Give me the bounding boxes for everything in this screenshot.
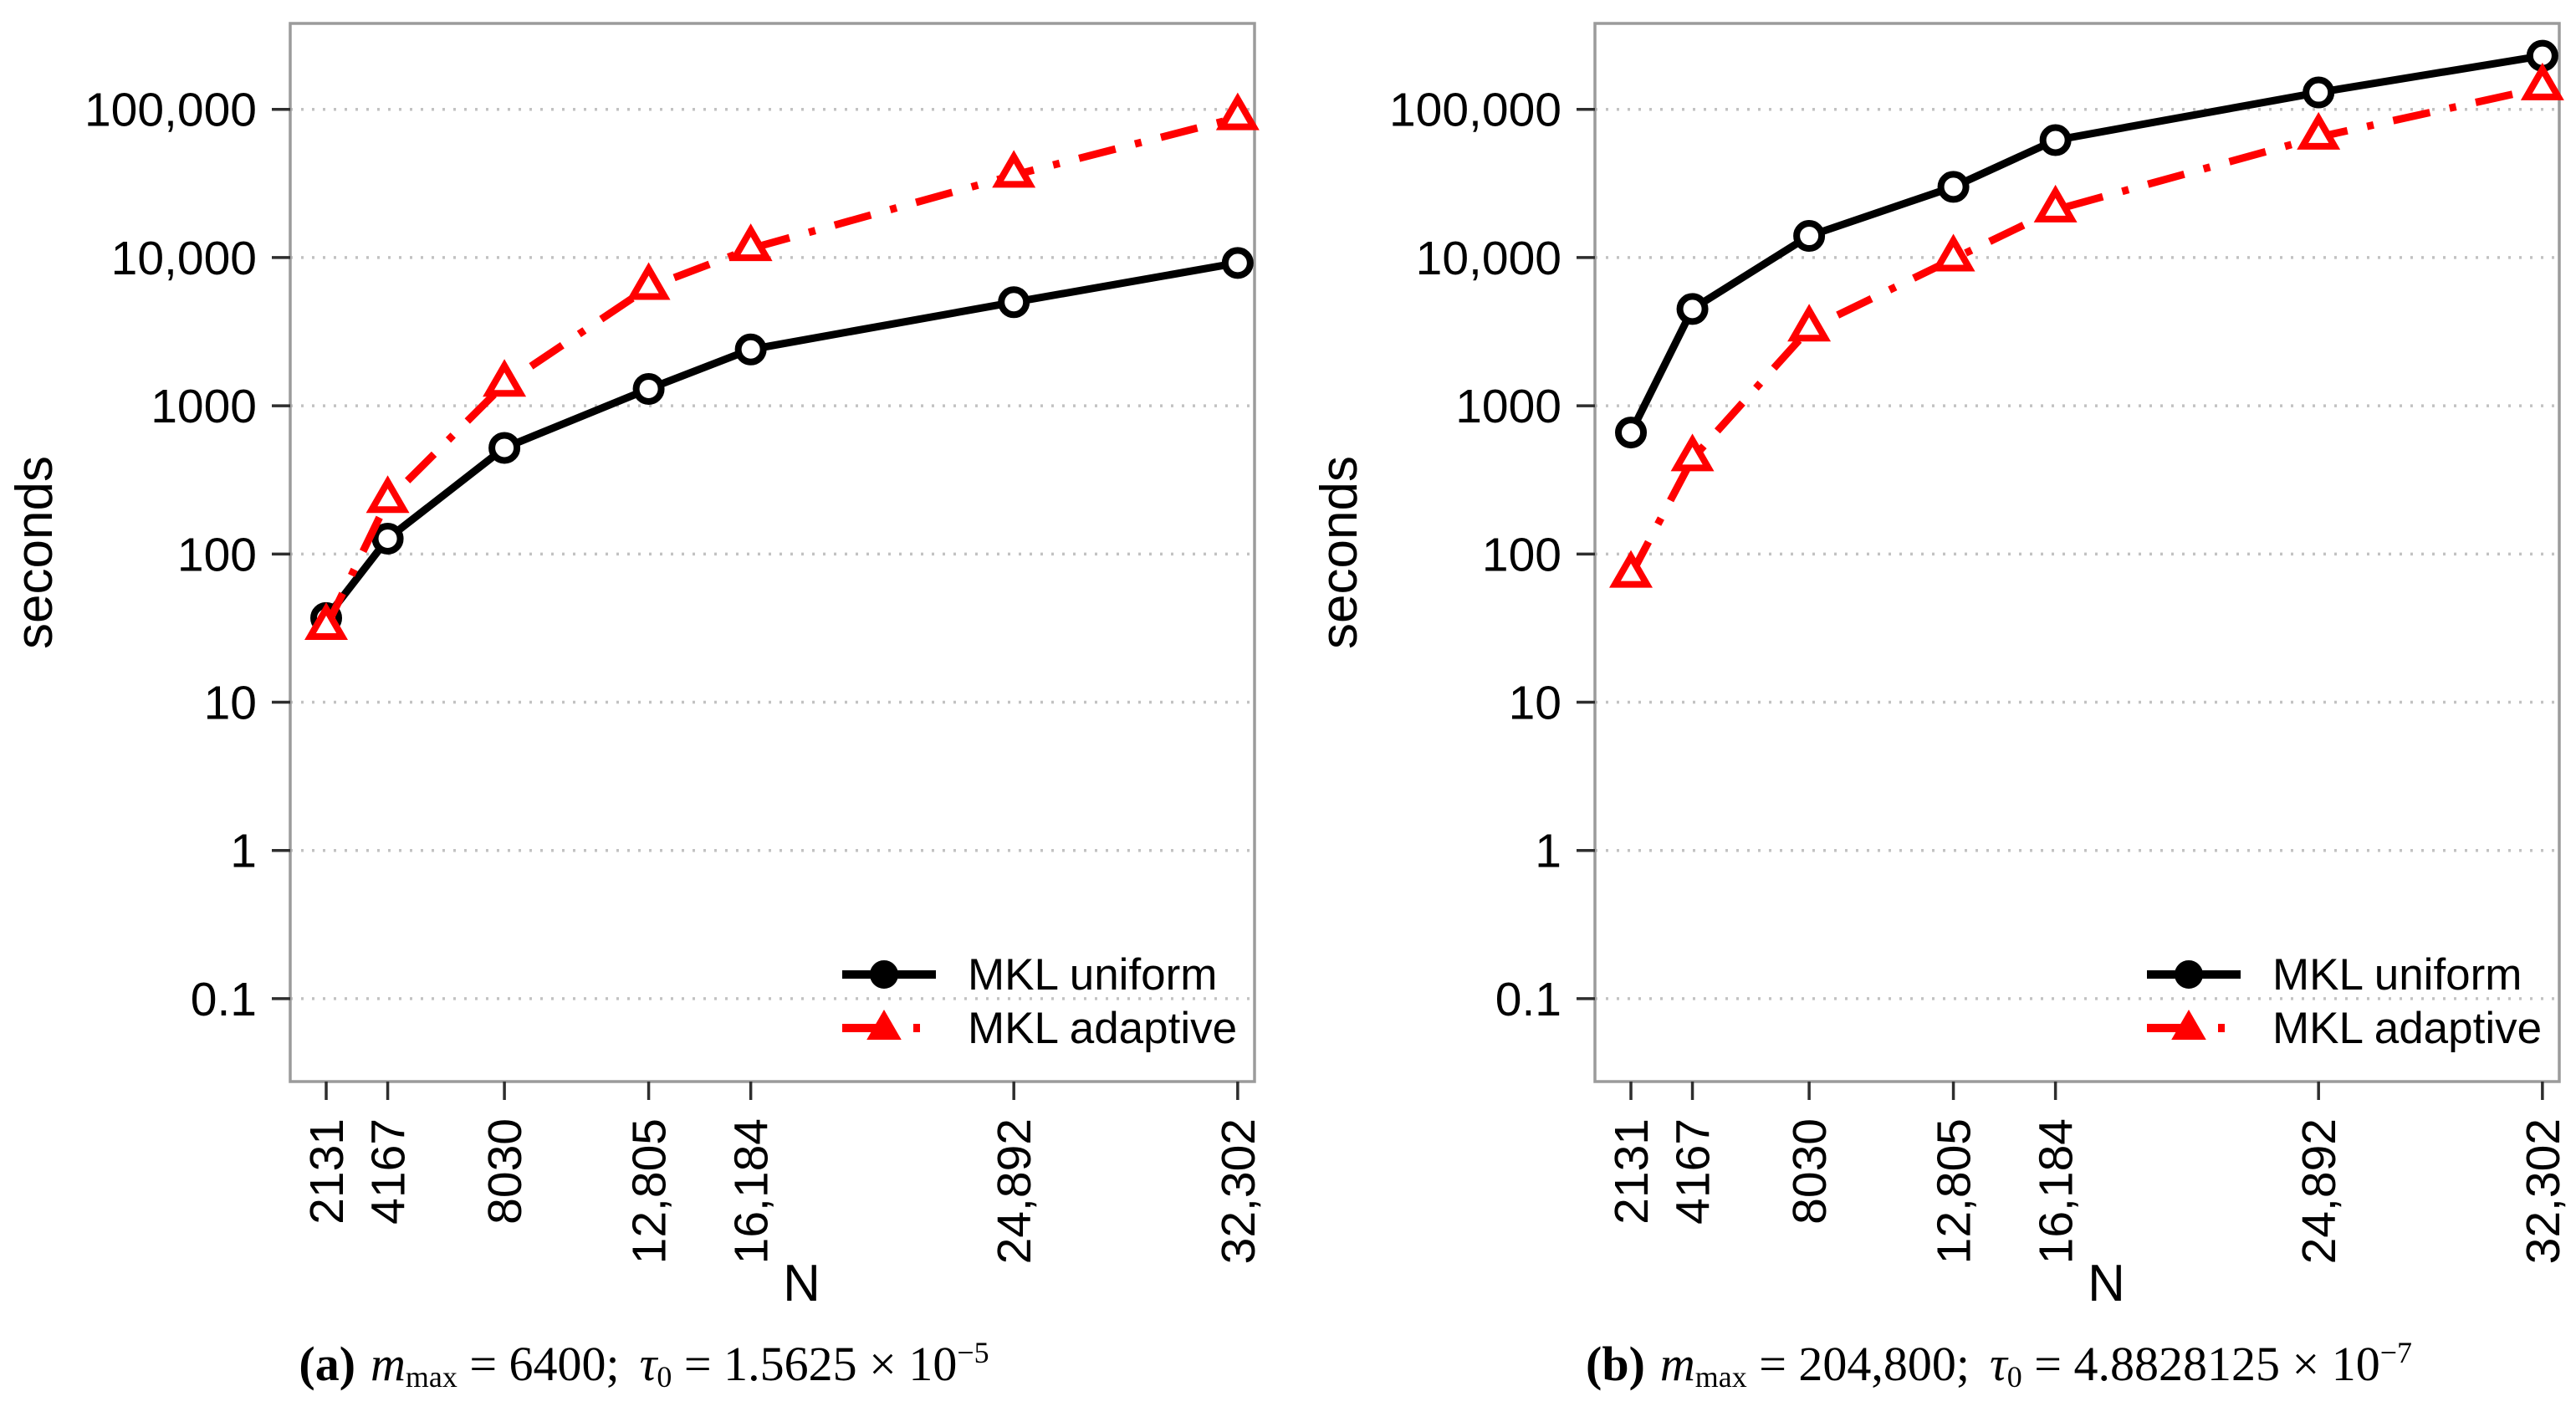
legend-marker-triangle (866, 1009, 902, 1040)
legend-marker-circle (870, 960, 898, 989)
marker-triangle (1670, 433, 1715, 472)
legend-marker-circle (2175, 960, 2203, 989)
plot-frame (289, 22, 1256, 1083)
marker-circle (632, 372, 665, 405)
caption-a-sub-0: 0 (657, 1359, 672, 1394)
caption-b-var-m: m (1659, 1336, 1695, 1391)
legend-label: MKL adaptive (968, 1004, 1237, 1053)
y-tick-label: 1 (230, 825, 257, 878)
marker-triangle (992, 150, 1036, 188)
y-tick-label: 0.1 (1495, 973, 1561, 1026)
y-tick-label: 100,000 (1389, 84, 1561, 137)
x-axis-label: N (2088, 1255, 2125, 1312)
marker-triangle (2297, 111, 2341, 150)
marker-circle (488, 432, 521, 464)
marker-triangle (304, 602, 349, 641)
caption-b-sub-max: max (1694, 1359, 1747, 1394)
y-tick-label: 10,000 (111, 232, 257, 285)
marker-triangle (728, 223, 773, 262)
caption-b-value-tau: = 4.8828125 × 10 (2021, 1336, 2380, 1391)
y-axis-label: seconds (6, 456, 64, 649)
caption-a-tag: (a) (299, 1336, 356, 1391)
marker-circle (1221, 247, 1254, 279)
marker-triangle (1931, 233, 1975, 272)
y-tick-label: 1 (1535, 825, 1561, 878)
panel-a: 100,000 10,000 1000 100 10 1 0.1 2131 4167 8030 12… (6, 22, 1265, 1312)
x-tick-label: 12,805 (1928, 1118, 1981, 1264)
marker-triangle (483, 359, 527, 397)
y-tick-label: 0.1 (191, 973, 257, 1026)
marker-circle (1676, 293, 1709, 325)
caption-b: (b) mmax = 204,800; τ0 = 4.8828125 × 10−7 (1451, 1335, 2547, 1394)
marker-circle (2039, 124, 2072, 156)
x-tick-label: 2131 (300, 1118, 354, 1225)
y-tick-label: 100,000 (84, 84, 257, 137)
series-line-mkl-adaptive (322, 114, 1239, 629)
marker-triangle (1215, 92, 1260, 130)
caption-a-var-tau: τ (639, 1336, 657, 1391)
marker-circle (1793, 220, 1826, 253)
x-tick-label: 8030 (1783, 1118, 1837, 1225)
caption-b-value-m: = 204,800; (1746, 1336, 1970, 1391)
y-tick-label: 100 (177, 528, 257, 581)
caption-b-tag: (b) (1586, 1336, 1645, 1391)
marker-triangle (626, 262, 671, 300)
x-tick-label: 4167 (1667, 1118, 1720, 1225)
marker-triangle (2033, 184, 2078, 223)
y-tick-label: 10 (204, 677, 257, 730)
y-tick-label: 1000 (1455, 380, 1561, 433)
marker-triangle (2520, 62, 2564, 100)
x-tick-label: 24,892 (2292, 1118, 2346, 1264)
x-tick-label: 8030 (478, 1118, 532, 1225)
x-tick-label: 4167 (362, 1118, 416, 1225)
series-line-mkl-uniform (323, 258, 1239, 621)
caption-b-sub-0: 0 (2006, 1359, 2022, 1394)
caption-a-value-m: = 6400; (457, 1336, 620, 1391)
legend-label: MKL adaptive (2272, 1004, 2542, 1053)
marker-circle (1615, 417, 1648, 449)
y-tick-label: 10,000 (1416, 232, 1561, 285)
x-tick-label: 2131 (1605, 1118, 1659, 1225)
marker-circle (734, 333, 767, 366)
caption-a-exponent: −5 (957, 1336, 989, 1369)
y-axis-label: seconds (1311, 456, 1368, 649)
x-axis-label: N (783, 1255, 820, 1312)
series-line-mkl-adaptive (1628, 84, 2543, 577)
series-line-mkl-uniform (1627, 52, 2543, 435)
marker-circle (371, 522, 404, 555)
marker-triangle (1609, 550, 1653, 588)
x-tick-label: 32,302 (1212, 1118, 1265, 1264)
caption-b-var-tau: τ (1990, 1336, 2007, 1391)
x-tick-label: 24,892 (988, 1118, 1041, 1264)
y-tick-label: 100 (1482, 528, 1561, 581)
marker-circle (2303, 76, 2335, 109)
panel-b: 100,000 10,000 1000 100 10 1 0.1 2131 4167 8030 12… (1311, 22, 2570, 1312)
x-tick-label: 16,184 (725, 1118, 779, 1264)
marker-triangle (365, 475, 410, 514)
y-tick-label: 1000 (151, 380, 257, 433)
marker-circle (998, 286, 1030, 319)
caption-a: (a) mmax = 6400; τ0 = 1.5625 × 10−5 (117, 1335, 1171, 1394)
x-tick-label: 12,805 (623, 1118, 677, 1264)
y-tick-label: 10 (1509, 677, 1561, 730)
marker-circle (1937, 171, 1970, 203)
legend-label: MKL uniform (2272, 950, 2522, 1000)
plot-frame (1593, 22, 2561, 1083)
caption-a-sub-max: max (405, 1359, 457, 1394)
legend-marker-triangle (2171, 1009, 2206, 1040)
caption-a-var-m: m (371, 1336, 406, 1391)
caption-b-exponent: −7 (2379, 1336, 2412, 1369)
marker-triangle (1787, 304, 1832, 342)
legend-label: MKL uniform (968, 950, 1217, 1000)
x-tick-label: 32,302 (2517, 1118, 2570, 1264)
caption-a-value-tau: = 1.5625 × 10 (672, 1336, 958, 1391)
x-tick-label: 16,184 (2030, 1118, 2083, 1264)
